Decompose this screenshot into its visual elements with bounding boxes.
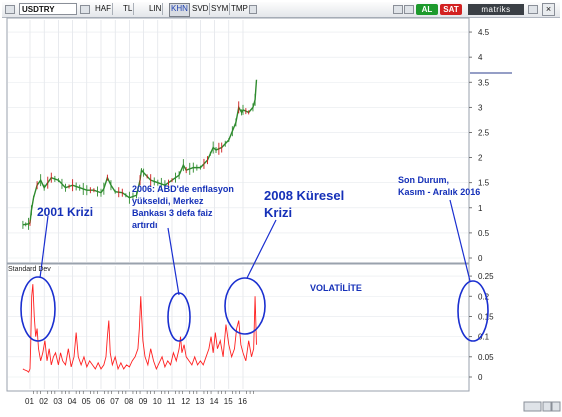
annotation-2006: 2006: ABD'de enflasyon yükseldi, Merkez … xyxy=(132,183,234,231)
x-tick-label: 06 xyxy=(96,397,105,406)
stdev-y-tick-label: 0 xyxy=(478,373,483,382)
symbol-field[interactable]: USDTRY xyxy=(19,3,77,15)
arrow-2016 xyxy=(449,199,471,282)
annotation-2006-line: Bankası 3 defa faiz xyxy=(132,208,213,218)
minimize-icon[interactable] xyxy=(528,5,538,14)
annotation-2006-line: yükseldi, Merkez xyxy=(132,196,204,206)
stdev-y-tick-label: 0.15 xyxy=(478,312,494,321)
oval-2008 xyxy=(224,277,266,335)
price-y-tick-label: 1.5 xyxy=(478,179,490,188)
matriks-logo: matriks xyxy=(468,4,524,15)
print-icon[interactable] xyxy=(393,5,403,14)
arrow-2006 xyxy=(167,227,180,296)
dropdown-icon[interactable] xyxy=(249,5,257,14)
annotation-2008-line: 2008 Küresel xyxy=(264,188,345,203)
chart-menu-icon[interactable] xyxy=(5,5,15,14)
price-y-tick-label: 2 xyxy=(478,154,483,163)
annotation-2006-line: 2006: ABD'de enflasyon xyxy=(132,184,234,194)
x-tick-label: 08 xyxy=(124,397,133,406)
settings-icon[interactable] xyxy=(80,5,90,14)
x-tick-label: 05 xyxy=(82,397,91,406)
annotation-2001: 2001 Krizi xyxy=(37,205,94,219)
stdev-y-tick-label: 0.25 xyxy=(478,272,494,281)
sell-button[interactable]: SAT xyxy=(440,4,462,15)
price-y-tick-label: 4 xyxy=(478,53,483,62)
price-y-tick-label: 1 xyxy=(478,204,483,213)
x-tick-label: 12 xyxy=(181,397,190,406)
price-y-tick-label: 3.5 xyxy=(478,78,490,87)
price-y-tick-label: 2.5 xyxy=(478,128,490,137)
arrow-2008 xyxy=(246,219,277,279)
toolbar-item-sym[interactable]: SYM xyxy=(211,3,231,15)
price-panel xyxy=(6,17,470,264)
volatility-panel xyxy=(6,263,470,392)
close-icon[interactable]: × xyxy=(542,3,555,16)
zoom-icon[interactable] xyxy=(404,5,414,14)
indicator-label: Standard Dev xyxy=(8,266,51,273)
price-y-tick-label: 3 xyxy=(478,103,483,112)
x-tick-label: 03 xyxy=(53,397,62,406)
x-tick-label: 13 xyxy=(195,397,204,406)
x-tick-label: 01 xyxy=(25,397,34,406)
annotation-current-line: Son Durum, xyxy=(398,175,449,185)
x-tick-label: 07 xyxy=(110,397,119,406)
oval-2016 xyxy=(457,280,489,342)
annotation-2006-line: artırdı xyxy=(132,220,158,230)
x-tick-label: 02 xyxy=(39,397,48,406)
x-tick-label: 11 xyxy=(167,397,176,406)
buy-button[interactable]: AL xyxy=(416,4,438,15)
arrow-2001 xyxy=(39,215,49,279)
x-tick-label: 10 xyxy=(153,397,162,406)
zoom-control[interactable] xyxy=(523,401,542,412)
toolbar-item-khn[interactable]: KHN xyxy=(169,3,190,17)
stdev-y-tick-label: 0.2 xyxy=(478,292,490,301)
annotation-2008: 2008 Küresel Krizi xyxy=(264,187,344,221)
chart-toolbar: USDTRY HAF TL LIN KHN SVD SYM TMP AL SAT… xyxy=(2,2,560,18)
x-tick-label: 04 xyxy=(68,397,77,406)
annotation-current: Son Durum, Kasım - Aralık 2016 xyxy=(398,174,480,198)
x-tick-label: 15 xyxy=(224,397,233,406)
toolbar-item-tl[interactable]: TL xyxy=(123,3,135,15)
scroll-right-button[interactable] xyxy=(551,401,561,412)
stdev-y-tick-label: 0.1 xyxy=(478,333,490,342)
toolbar-item-lin[interactable]: LIN xyxy=(149,3,164,15)
toolbar-item-svd[interactable]: SVD xyxy=(192,3,211,15)
stdev-y-tick-label: 0.05 xyxy=(478,353,494,362)
annotation-2008-line: Krizi xyxy=(264,205,293,220)
price-y-tick-label: 4.5 xyxy=(478,28,490,37)
oval-2001 xyxy=(20,276,56,342)
price-y-tick-label: 0.5 xyxy=(478,229,490,238)
x-tick-label: 14 xyxy=(210,397,219,406)
toolbar-item-haf[interactable]: HAF xyxy=(95,3,113,15)
price-series-line xyxy=(22,79,258,226)
scroll-left-button[interactable] xyxy=(542,401,552,412)
stdev-series-line xyxy=(22,284,257,373)
x-tick-label: 09 xyxy=(139,397,148,406)
annotation-current-line: Kasım - Aralık 2016 xyxy=(398,187,481,197)
price-y-tick-label: 0 xyxy=(478,254,483,263)
volatility-label: VOLATİLİTE xyxy=(310,283,362,293)
x-tick-label: 16 xyxy=(238,397,247,406)
toolbar-item-tmp[interactable]: TMP xyxy=(231,4,248,13)
